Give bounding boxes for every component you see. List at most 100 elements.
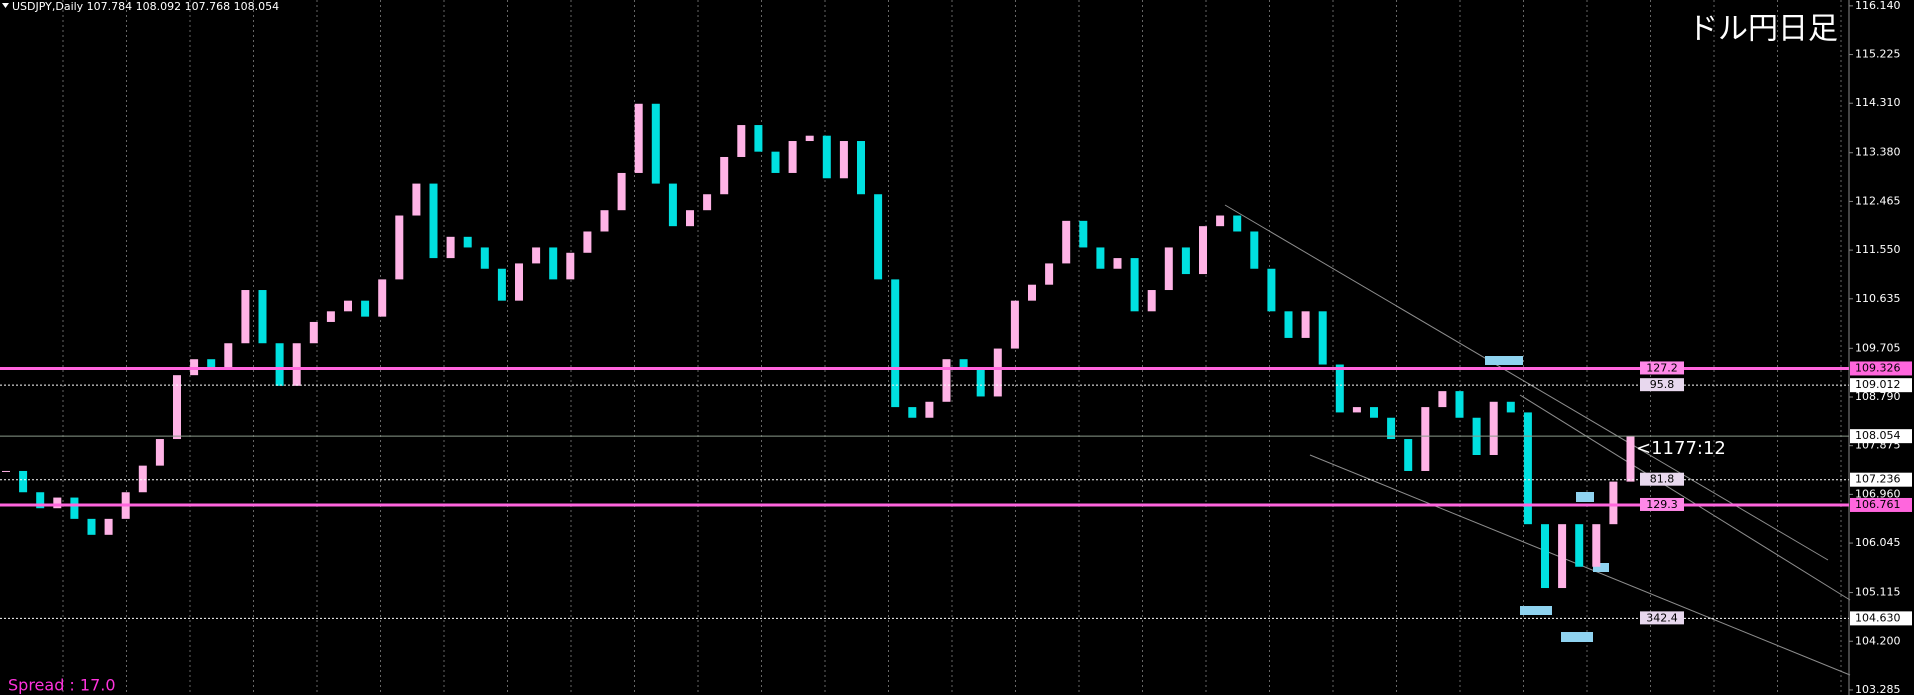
candle bbox=[942, 359, 951, 402]
y-tick-label: 110.635 bbox=[1855, 292, 1901, 305]
candle bbox=[497, 268, 506, 301]
candle bbox=[1592, 524, 1601, 567]
candle bbox=[1267, 268, 1276, 312]
candle bbox=[292, 343, 301, 386]
candle bbox=[1028, 284, 1036, 301]
candle bbox=[583, 231, 592, 253]
candle bbox=[566, 252, 575, 280]
candle bbox=[138, 465, 147, 493]
candle bbox=[395, 215, 404, 280]
candle bbox=[651, 103, 660, 184]
y-tick-label: 113.380 bbox=[1855, 146, 1901, 159]
candle bbox=[1301, 311, 1310, 338]
chart-title: USDJPY,Daily 107.784 108.092 107.768 108… bbox=[12, 0, 279, 13]
price-box bbox=[1850, 429, 1912, 444]
y-tick-label: 106.960 bbox=[1855, 487, 1901, 500]
channel-lines bbox=[1224, 204, 1851, 676]
candle bbox=[1096, 247, 1105, 269]
candle bbox=[258, 290, 267, 344]
candle bbox=[1233, 215, 1242, 232]
candle bbox=[634, 103, 643, 173]
candle bbox=[1558, 524, 1567, 589]
candle bbox=[1062, 220, 1071, 264]
y-tick-label: 106.045 bbox=[1855, 536, 1901, 549]
candle bbox=[224, 343, 233, 370]
y-tick-label: 115.225 bbox=[1855, 48, 1901, 61]
y-tick-label: 111.550 bbox=[1855, 243, 1901, 256]
note-box bbox=[1640, 611, 1684, 625]
candle bbox=[1421, 407, 1430, 471]
fib-note: 127.2 bbox=[1646, 361, 1678, 374]
candle bbox=[429, 183, 438, 259]
candle bbox=[2, 470, 10, 472]
candle bbox=[908, 407, 917, 418]
candle bbox=[720, 156, 729, 195]
candle bbox=[617, 172, 626, 211]
candle bbox=[361, 300, 370, 317]
marker-boxes bbox=[1485, 356, 1609, 642]
candle bbox=[155, 439, 164, 466]
candle bbox=[1438, 391, 1447, 408]
candle bbox=[1370, 407, 1378, 418]
y-tick-label: 116.140 bbox=[1855, 0, 1901, 12]
candle bbox=[976, 369, 985, 397]
candle bbox=[241, 290, 250, 344]
candle bbox=[891, 279, 900, 408]
price-label: 109.012 bbox=[1855, 378, 1901, 391]
candle bbox=[959, 359, 968, 370]
chart-subtitle: ドル円日足 bbox=[1688, 12, 1838, 47]
countdown-label: <1177:12 bbox=[1636, 438, 1726, 459]
fib-note: 81.8 bbox=[1650, 473, 1675, 486]
candle bbox=[874, 194, 883, 280]
candle bbox=[309, 321, 318, 344]
candle bbox=[1609, 481, 1618, 525]
candle bbox=[1455, 391, 1464, 418]
candle bbox=[839, 141, 848, 179]
title-arrow bbox=[2, 3, 9, 8]
candle bbox=[1387, 417, 1396, 440]
candle bbox=[70, 497, 79, 519]
note-box bbox=[1640, 472, 1684, 486]
candle bbox=[1147, 290, 1156, 312]
candle bbox=[1164, 247, 1173, 291]
candle bbox=[771, 151, 780, 173]
candle bbox=[925, 401, 934, 418]
candle bbox=[412, 183, 421, 216]
candle bbox=[857, 141, 865, 195]
candle bbox=[173, 375, 181, 440]
candle bbox=[1575, 524, 1584, 567]
y-tick-label: 105.115 bbox=[1855, 586, 1901, 599]
y-tick-label: 104.200 bbox=[1855, 634, 1901, 647]
price-box bbox=[1850, 611, 1912, 626]
fib-note: 342.4 bbox=[1646, 611, 1678, 624]
candle bbox=[1523, 412, 1532, 525]
candle bbox=[737, 125, 746, 157]
candle bbox=[515, 263, 523, 301]
candle bbox=[1130, 258, 1139, 312]
y-tick-label: 112.465 bbox=[1855, 194, 1901, 207]
candle bbox=[446, 236, 455, 259]
price-label: 106.761 bbox=[1855, 498, 1901, 511]
candle bbox=[805, 135, 814, 142]
candle bbox=[36, 492, 45, 509]
candle bbox=[1541, 524, 1549, 589]
price-label: 108.054 bbox=[1855, 429, 1901, 442]
candle bbox=[788, 141, 797, 173]
y-tick-label: 109.705 bbox=[1855, 341, 1901, 354]
candle bbox=[463, 236, 472, 248]
fib-note: 129.3 bbox=[1646, 498, 1678, 511]
price-box bbox=[1850, 361, 1912, 376]
price-box bbox=[1850, 378, 1912, 393]
price-label: 107.236 bbox=[1855, 473, 1901, 486]
candle bbox=[1352, 407, 1361, 413]
price-label: 104.630 bbox=[1855, 611, 1901, 624]
candle bbox=[378, 279, 387, 317]
candle bbox=[1284, 311, 1293, 338]
candle bbox=[754, 125, 763, 152]
candle bbox=[19, 470, 28, 493]
candle bbox=[549, 247, 558, 280]
y-tick-label: 108.790 bbox=[1855, 390, 1901, 403]
price-box bbox=[1850, 497, 1912, 512]
candle bbox=[480, 247, 489, 269]
